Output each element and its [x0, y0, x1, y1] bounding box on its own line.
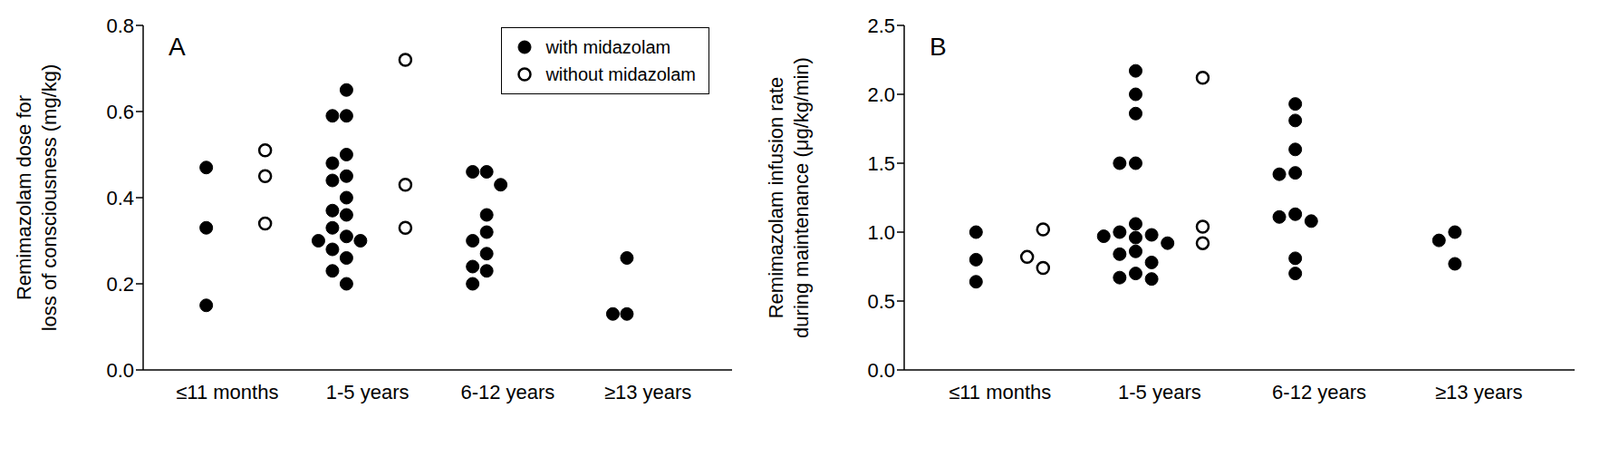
- svg-text:1-5 years: 1-5 years: [1118, 380, 1202, 404]
- svg-text:2.0: 2.0: [867, 83, 896, 107]
- html-text:without midazolam: without midazolam: [545, 63, 696, 84]
- svg-text:6-12 years: 6-12 years: [460, 380, 555, 404]
- svg-text:0.8: 0.8: [106, 14, 135, 38]
- html-text:A: A: [168, 32, 186, 61]
- svg-text:1-5 years: 1-5 years: [326, 380, 410, 404]
- svg-text:0.4: 0.4: [106, 186, 135, 210]
- svg-text:1.5: 1.5: [867, 152, 896, 175]
- svg-text:0.6: 0.6: [106, 100, 135, 124]
- svg-text:6-12 years: 6-12 years: [1272, 380, 1367, 404]
- svg-text:0.2: 0.2: [106, 272, 135, 296]
- svg-text:≤11 months: ≤11 months: [175, 380, 279, 404]
- svg-text:0.0: 0.0: [106, 358, 135, 382]
- svg-text:≥13 years: ≥13 years: [1435, 380, 1523, 404]
- svg-text:1.0: 1.0: [867, 221, 896, 244]
- svg-text:≤11 months: ≤11 months: [948, 380, 1051, 404]
- svg-text:0.0: 0.0: [867, 358, 896, 382]
- svg-text:0.5: 0.5: [867, 289, 896, 313]
- html-text:with midazolam: with midazolam: [545, 36, 671, 57]
- svg-text:Remimazolam dose forloss of co: Remimazolam dose forloss of consciousnes…: [12, 64, 61, 332]
- html-text:B: B: [929, 32, 947, 61]
- svg-text:Remimazolam infusion ratedurin: Remimazolam infusion rateduring maintena…: [764, 57, 813, 338]
- svg-text:2.5: 2.5: [867, 14, 896, 38]
- svg-text:≥13 years: ≥13 years: [604, 380, 692, 404]
